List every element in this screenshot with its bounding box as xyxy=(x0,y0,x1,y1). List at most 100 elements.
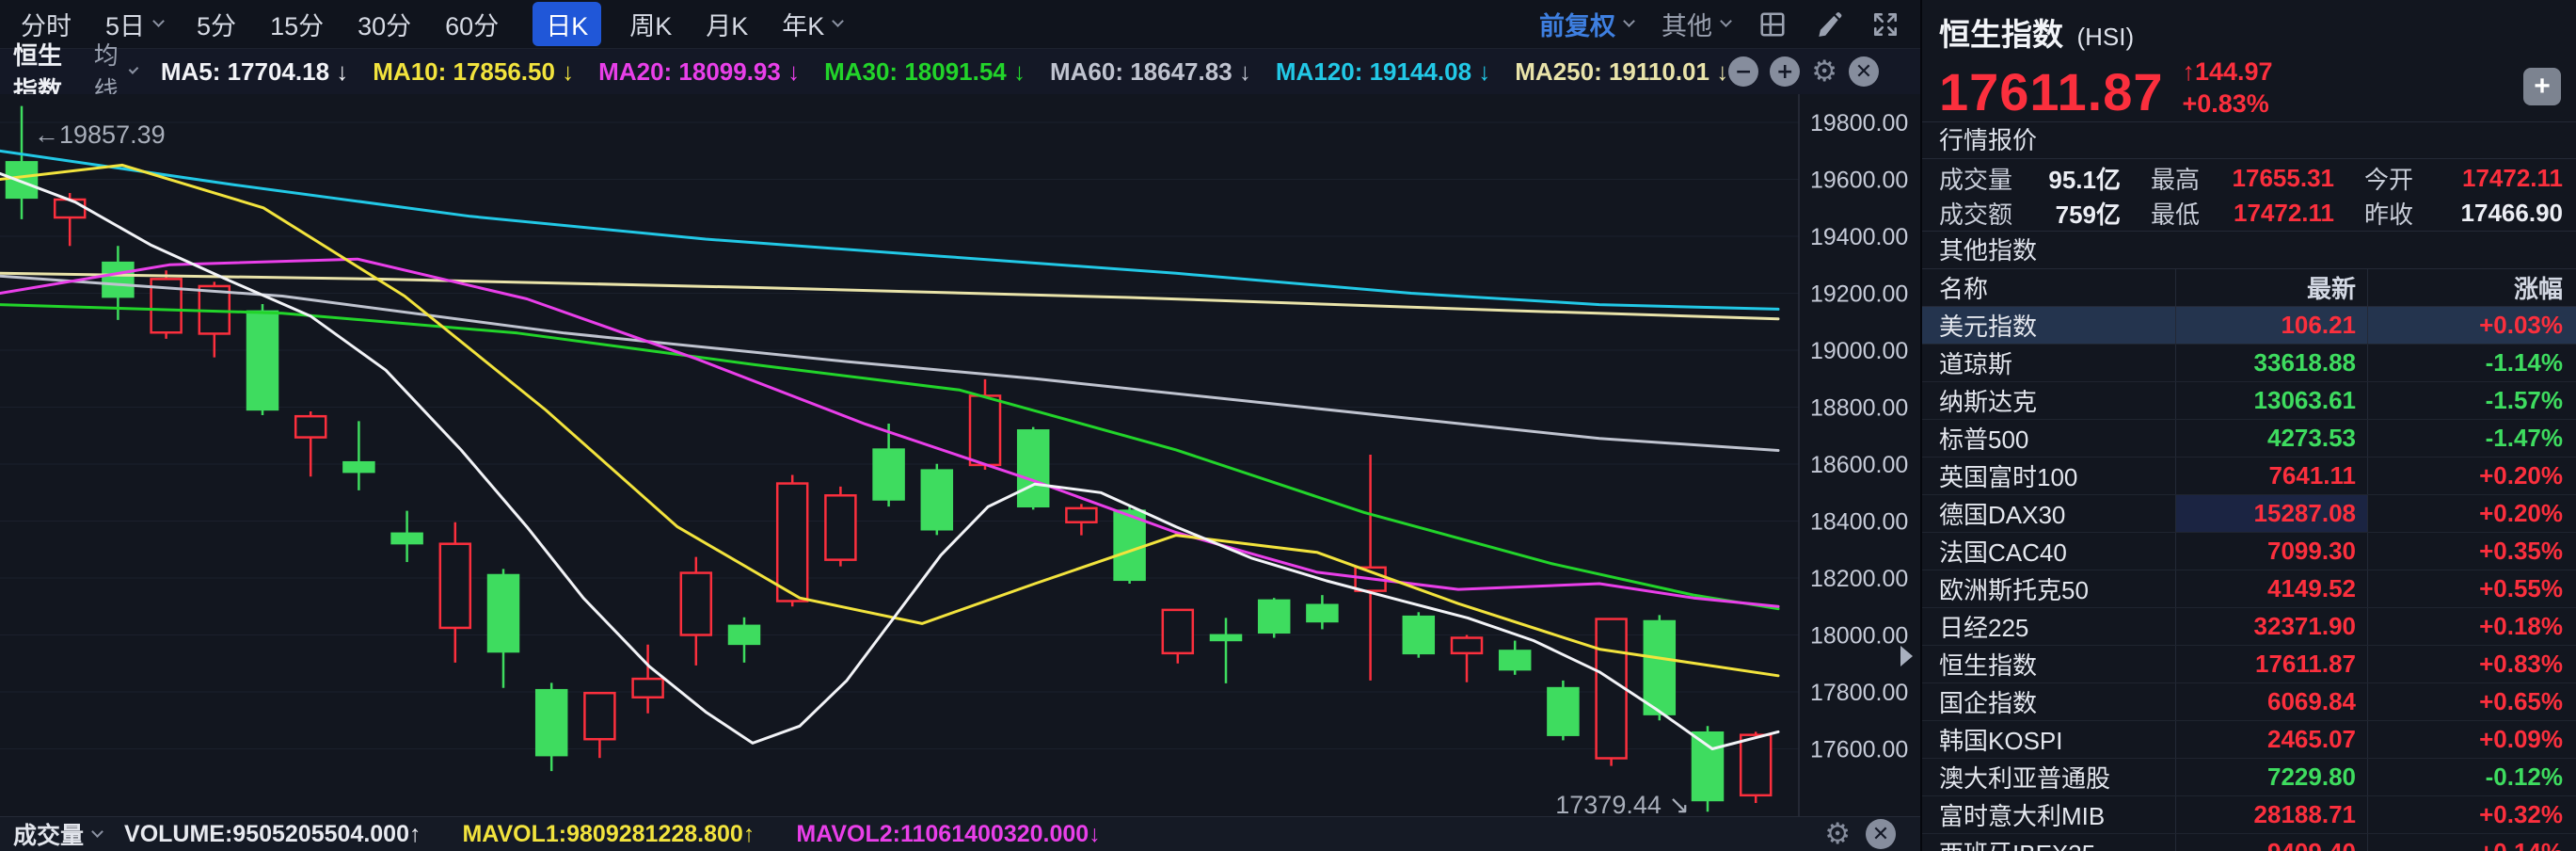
index-name: 富时意大利MIB xyxy=(1939,802,2106,830)
candle-body xyxy=(486,573,520,653)
ma-value-MA20: MA20: 18099.93 ↓ xyxy=(598,56,801,86)
period-tab-分时[interactable]: 分时 xyxy=(21,6,72,42)
panel-collapse-handle[interactable] xyxy=(1900,646,1913,666)
y-axis-label: 17800.00 xyxy=(1810,680,1908,706)
index-name: 美元指数 xyxy=(1939,313,2038,341)
candle xyxy=(1498,640,1532,675)
index-row-澳大利亚普通股[interactable]: 澳大利亚普通股 7229.80 -0.12% xyxy=(1922,759,2576,796)
index-code: (HSI) xyxy=(2076,23,2135,51)
quote-stat-label: 成交量 xyxy=(1939,166,2013,194)
candle xyxy=(1739,731,1773,803)
candle-body xyxy=(1209,634,1243,642)
ma-value-MA30: MA30: 18091.54 ↓ xyxy=(824,56,1026,86)
index-name: 韩国KOSPI xyxy=(1939,727,2063,755)
candle xyxy=(246,303,279,415)
add-to-watchlist-button[interactable]: + xyxy=(2523,68,2561,105)
period-toolbar: 分时 5日 5分 15分 30分 60分 日K 周K 月K 年K 前复权 其他 xyxy=(0,0,1920,49)
adjust-mode-label: 前复权 xyxy=(1539,12,1615,40)
index-row-欧洲斯托克50[interactable]: 欧洲斯托克50 4149.52 +0.55% xyxy=(1922,570,2576,608)
index-row-纳斯达克[interactable]: 纳斯达克 13063.61 -1.57% xyxy=(1922,382,2576,420)
quote-stat-label: 今开 xyxy=(2364,166,2414,194)
period-tab-5分[interactable]: 5分 xyxy=(197,6,236,42)
candle-body xyxy=(920,469,954,531)
header-name: 名称 xyxy=(1939,275,1989,303)
candle-body xyxy=(1402,615,1436,655)
header-last: 最新 xyxy=(2175,269,2367,306)
quote-stats-row: 成交额 759亿 最低 17472.11 昨收 17466.90 xyxy=(1922,196,2576,231)
indices-table-body: 美元指数 106.21 +0.03% 道琼斯 33618.88 -1.14% 纳斯达克 130… xyxy=(1922,307,2576,851)
settings-gear-icon[interactable]: ⚙ xyxy=(1824,816,1851,851)
draw-brush-icon[interactable] xyxy=(1815,10,1843,39)
volume-value: MAVOL1:9809281228.800↑ xyxy=(462,820,755,847)
volume-dropdown[interactable]: 成交量 xyxy=(13,817,103,851)
index-row-英国富时100[interactable]: 英国富时100 7641.11 +0.20% xyxy=(1922,458,2576,495)
index-change: +0.32% xyxy=(2367,796,2576,833)
period-tab-30分[interactable]: 30分 xyxy=(358,6,411,42)
index-row-恒生指数[interactable]: 恒生指数 17611.87 +0.83% xyxy=(1922,646,2576,683)
volume-value: MAVOL2:11061400320.000↓ xyxy=(796,820,1101,847)
index-row-法国CAC40[interactable]: 法国CAC40 7099.30 +0.35% xyxy=(1922,533,2576,570)
candle xyxy=(534,682,568,772)
index-row-道琼斯[interactable]: 道琼斯 33618.88 -1.14% xyxy=(1922,345,2576,382)
index-name: 纳斯达克 xyxy=(1939,388,2038,416)
candle-body xyxy=(53,198,87,219)
candles xyxy=(5,105,1773,812)
index-row-日经225[interactable]: 日经225 32371.90 +0.18% xyxy=(1922,608,2576,646)
gridlines xyxy=(0,121,1799,749)
period-tab-周K[interactable]: 周K xyxy=(629,6,672,42)
index-row-韩国KOSPI[interactable]: 韩国KOSPI 2465.07 +0.09% xyxy=(1922,721,2576,759)
candle-body xyxy=(631,677,664,698)
candle xyxy=(1065,504,1098,536)
quote-stat-value: 759亿 xyxy=(2055,201,2121,229)
index-name: 恒生指数 xyxy=(1939,17,2063,52)
quote-header: 恒生指数 (HSI) 17611.87 ↑144.97 +0.83% + xyxy=(1922,0,2576,122)
candlestick-chart[interactable]: 19800.00 19600.00 19400.00 19200.00 19000.00… xyxy=(0,94,1920,816)
y-axis-label: 19200.00 xyxy=(1810,281,1908,308)
other-indicators-dropdown[interactable]: 其他 xyxy=(1662,6,1732,42)
candle xyxy=(438,522,472,663)
period-tab-日K[interactable]: 日K xyxy=(533,2,602,46)
period-tab-60分[interactable]: 60分 xyxy=(445,6,499,42)
index-row-国企指数[interactable]: 国企指数 6069.84 +0.65% xyxy=(1922,683,2576,721)
index-last: 9409.40 xyxy=(2175,834,2367,851)
period-tab-5日[interactable]: 5日 xyxy=(105,6,165,42)
index-row-美元指数[interactable]: 美元指数 106.21 +0.03% xyxy=(1922,307,2576,345)
close-icon[interactable]: ✕ xyxy=(1866,819,1896,849)
zoom-in-icon[interactable]: + xyxy=(1770,56,1801,87)
last-price: 17611.87 xyxy=(1939,61,2164,121)
index-row-西班牙IBEX35[interactable]: 西班牙IBEX359409.40+0.14% xyxy=(1922,834,2576,851)
volume-actions: ⚙ ✕ xyxy=(1824,819,1907,849)
fullscreen-icon[interactable] xyxy=(1871,10,1900,39)
section-title-other-indices: 其他指数 xyxy=(1922,232,2576,269)
period-tab-月K[interactable]: 月K xyxy=(706,6,748,42)
quote-stat: 最高 17655.31 xyxy=(2134,161,2347,196)
index-name: 英国富时100 xyxy=(1939,463,2078,491)
index-last: 17611.87 xyxy=(2175,646,2367,682)
candle xyxy=(1016,426,1050,510)
index-row-标普500[interactable]: 标普500 4273.53 -1.47% xyxy=(1922,420,2576,458)
index-name: 日经225 xyxy=(1939,614,2029,642)
period-tab-年K[interactable]: 年K xyxy=(782,6,845,42)
ma-value-MA5: MA5: 17704.18 ↓ xyxy=(160,56,349,86)
index-row-德国DAX30[interactable]: 德国DAX30 15287.08 +0.20% xyxy=(1922,495,2576,533)
quote-panel: 恒生指数 (HSI) 17611.87 ↑144.97 +0.83% + 行情报… xyxy=(1922,0,2576,851)
period-tab-label: 5日 xyxy=(105,12,146,40)
y-axis-label: 19000.00 xyxy=(1810,338,1908,364)
settings-gear-icon[interactable]: ⚙ xyxy=(1811,54,1837,88)
quote-stat-value: 17466.90 xyxy=(2460,199,2563,227)
period-tab-15分[interactable]: 15分 xyxy=(270,6,324,42)
layout-grid-icon[interactable] xyxy=(1758,10,1787,39)
close-icon[interactable]: ✕ xyxy=(1849,56,1879,87)
candle-body xyxy=(583,691,616,741)
y-axis-label: 17600.00 xyxy=(1810,737,1908,763)
index-last: 13063.61 xyxy=(2175,382,2367,419)
zoom-out-icon[interactable]: − xyxy=(1728,56,1759,87)
index-last: 7099.30 xyxy=(2175,533,2367,570)
index-row-富时意大利MIB[interactable]: 富时意大利MIB 28188.71 +0.32% xyxy=(1922,796,2576,834)
adjust-mode-dropdown[interactable]: 前复权 xyxy=(1539,6,1635,42)
index-name: 恒生指数 xyxy=(1939,651,2038,680)
candle-body xyxy=(294,414,327,439)
volume-values: VOLUME:9505205504.000↑ MAVOL1:9809281228.… xyxy=(124,821,1824,848)
candle-body xyxy=(727,624,761,646)
